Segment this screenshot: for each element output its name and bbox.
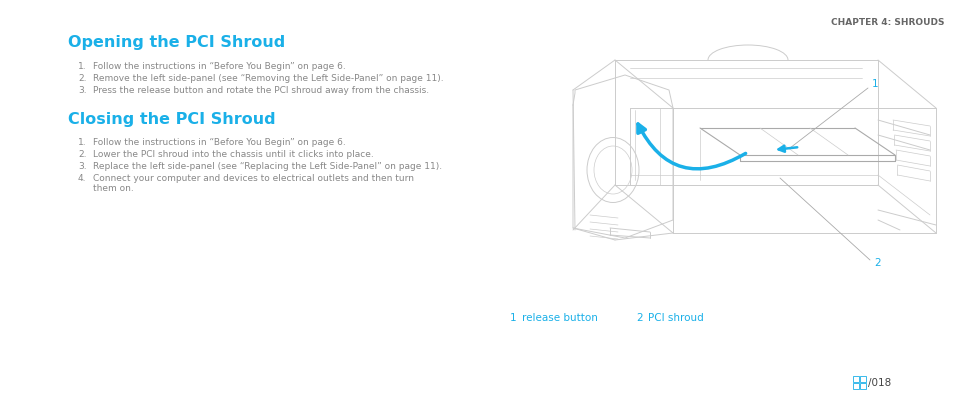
Text: /018: /018 xyxy=(867,378,890,388)
Text: 3.: 3. xyxy=(78,86,87,95)
Text: Connect your computer and devices to electrical outlets and then turn
them on.: Connect your computer and devices to ele… xyxy=(92,174,414,193)
Bar xyxy=(859,383,865,389)
Text: CHAPTER 4: SHROUDS: CHAPTER 4: SHROUDS xyxy=(831,18,944,27)
Bar xyxy=(859,376,865,382)
Text: release button: release button xyxy=(521,313,598,323)
Text: Press the release button and rotate the PCI shroud away from the chassis.: Press the release button and rotate the … xyxy=(92,86,429,95)
Text: 3.: 3. xyxy=(78,162,87,171)
Text: 2.: 2. xyxy=(78,74,87,83)
Text: 1.: 1. xyxy=(78,62,87,71)
Text: Follow the instructions in “Before You Begin” on page 6.: Follow the instructions in “Before You B… xyxy=(92,138,345,147)
Text: 1: 1 xyxy=(510,313,517,323)
Text: Remove the left side-panel (see “Removing the Left Side-Panel” on page 11).: Remove the left side-panel (see “Removin… xyxy=(92,74,443,83)
Bar xyxy=(852,376,858,382)
Text: 1: 1 xyxy=(871,79,878,89)
Text: PCI shroud: PCI shroud xyxy=(647,313,703,323)
Text: 4.: 4. xyxy=(78,174,87,183)
Text: 2: 2 xyxy=(636,313,642,323)
Text: Closing the PCI Shroud: Closing the PCI Shroud xyxy=(68,112,275,127)
Text: Opening the PCI Shroud: Opening the PCI Shroud xyxy=(68,35,285,50)
Text: Follow the instructions in “Before You Begin” on page 6.: Follow the instructions in “Before You B… xyxy=(92,62,345,71)
Text: 2: 2 xyxy=(873,258,880,268)
Bar xyxy=(852,383,858,389)
Text: 1.: 1. xyxy=(78,138,87,147)
Text: 2.: 2. xyxy=(78,150,87,159)
Text: Replace the left side-panel (see “Replacing the Left Side-Panel” on page 11).: Replace the left side-panel (see “Replac… xyxy=(92,162,441,171)
Text: Lower the PCI shroud into the chassis until it clicks into place.: Lower the PCI shroud into the chassis un… xyxy=(92,150,374,159)
